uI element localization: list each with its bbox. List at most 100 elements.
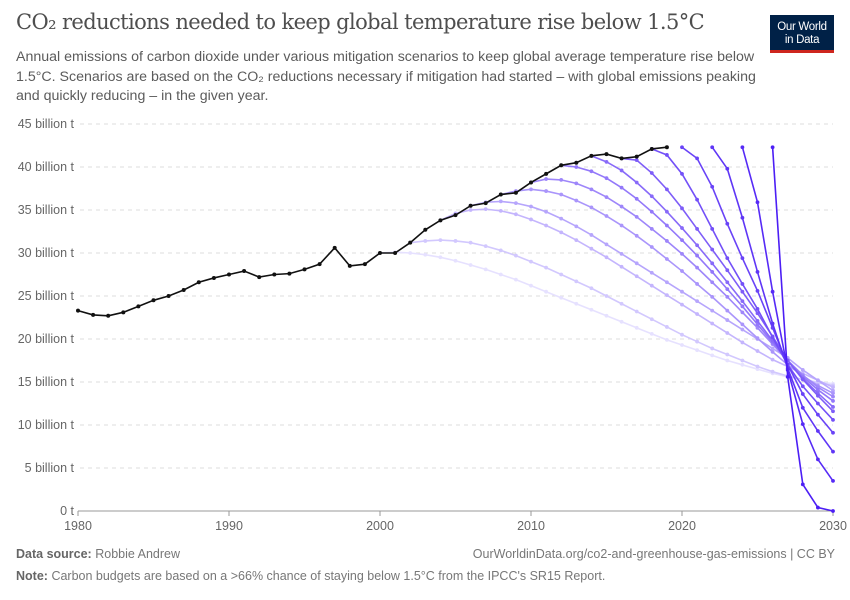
scenario-point — [755, 336, 760, 341]
scenario-point — [634, 325, 639, 330]
historical-point — [91, 312, 96, 317]
logo-line-2: in Data — [784, 34, 820, 46]
logo-line-1: Our World — [777, 21, 827, 33]
scenario-point — [816, 457, 820, 462]
scenario-point — [468, 208, 473, 212]
y-axis-labels: 0 t 5 billion t 10 billion t 15 billion t 20… — [18, 117, 75, 518]
scenario-point — [453, 258, 458, 263]
historical-point — [378, 251, 382, 255]
scenario-point — [785, 374, 790, 379]
scenario-point — [665, 257, 669, 261]
scenario-point — [770, 145, 775, 150]
scenario-point — [574, 279, 579, 284]
scenario-point — [831, 391, 835, 396]
scenario-point — [725, 294, 730, 299]
historical-point — [529, 180, 533, 185]
data-source-value: Robbie Andrew — [95, 547, 180, 561]
historical-point — [136, 304, 141, 309]
scenario-point — [529, 204, 533, 209]
scenario-point — [725, 268, 730, 273]
scenario-2002 — [408, 238, 835, 388]
scenario-point — [619, 185, 624, 190]
scenario-point — [770, 357, 775, 362]
historical-point — [166, 294, 171, 298]
scenario-line — [500, 188, 834, 394]
scenario-point — [619, 264, 624, 269]
scenario-point — [710, 353, 715, 358]
scenario-point — [634, 274, 639, 279]
scenario-point — [589, 205, 594, 210]
scenario-point — [574, 301, 579, 306]
scenario-point — [710, 270, 715, 274]
note-text: Carbon budgets are based on a >66% chanc… — [51, 569, 606, 583]
scenario-point — [755, 307, 760, 311]
scenario-point — [619, 204, 624, 209]
historical-point — [619, 156, 624, 161]
scenario-point — [498, 199, 503, 204]
scenario-point — [800, 392, 805, 396]
scenario-point — [695, 156, 699, 161]
scenario-point — [740, 340, 745, 345]
scenario-point — [453, 239, 458, 243]
scenario-point — [680, 251, 684, 256]
scenario-2000 — [378, 250, 835, 386]
scenario-point — [604, 195, 609, 200]
scenario-point — [649, 209, 654, 214]
scenario-point — [498, 272, 503, 277]
scenario-point — [755, 349, 760, 353]
scenario-point — [710, 227, 715, 231]
x-axis: 1980 1990 2000 2010 2020 2030 — [64, 510, 847, 533]
scenario-point — [831, 394, 835, 399]
historical-point — [121, 310, 126, 315]
scenario-point — [740, 322, 745, 327]
scenario-point — [589, 307, 594, 312]
scenario-point — [649, 194, 654, 199]
scenario-point — [695, 339, 699, 344]
scenario-point — [831, 417, 835, 422]
scenario-point — [559, 216, 564, 221]
scenario-point — [649, 227, 654, 231]
scenario-point — [740, 289, 745, 294]
scenario-point — [680, 343, 684, 347]
scenario-point — [755, 364, 760, 369]
scenario-series — [378, 145, 835, 513]
scenario-2024 — [740, 145, 835, 483]
scenario-point — [634, 261, 639, 266]
historical-point — [604, 152, 609, 157]
scenario-point — [559, 192, 564, 197]
chart-title: CO₂ reductions needed to keep global tem… — [16, 10, 705, 34]
scenario-point — [770, 346, 775, 351]
scenario-point — [770, 369, 775, 374]
historical-point — [408, 240, 413, 245]
scenario-point — [725, 280, 730, 285]
scenario-point — [483, 244, 488, 249]
scenario-point — [665, 209, 669, 214]
scenario-point — [483, 207, 488, 212]
historical-point — [468, 203, 473, 208]
scenario-point — [710, 261, 715, 266]
scenario-point — [604, 255, 609, 260]
y-tick-label: 30 billion t — [18, 246, 75, 260]
scenario-point — [544, 223, 548, 228]
scenario-line — [379, 251, 834, 385]
y-tick-label: 0 t — [60, 504, 74, 518]
gridlines — [80, 123, 833, 469]
scenario-point — [438, 255, 443, 260]
owid-logo[interactable]: Our World in Data — [770, 15, 834, 53]
scenario-point — [710, 184, 715, 189]
scenario-point — [816, 387, 820, 392]
source-url-link[interactable]: OurWorldinData.org/co2-and-greenhouse-ga… — [472, 547, 835, 561]
historical-point — [302, 267, 307, 272]
x-tick-label: 2020 — [668, 519, 696, 533]
scenario-point — [710, 346, 715, 351]
historical-point — [559, 163, 564, 168]
scenario-point — [634, 309, 639, 314]
scenario-point — [740, 362, 745, 367]
scenario-point — [800, 482, 805, 487]
scenario-point — [619, 223, 624, 228]
scenario-point — [665, 187, 669, 192]
x-tick-label: 1980 — [64, 519, 92, 533]
y-tick-label: 45 billion t — [18, 117, 75, 131]
historical-point — [362, 262, 367, 267]
scenario-point — [740, 358, 745, 363]
